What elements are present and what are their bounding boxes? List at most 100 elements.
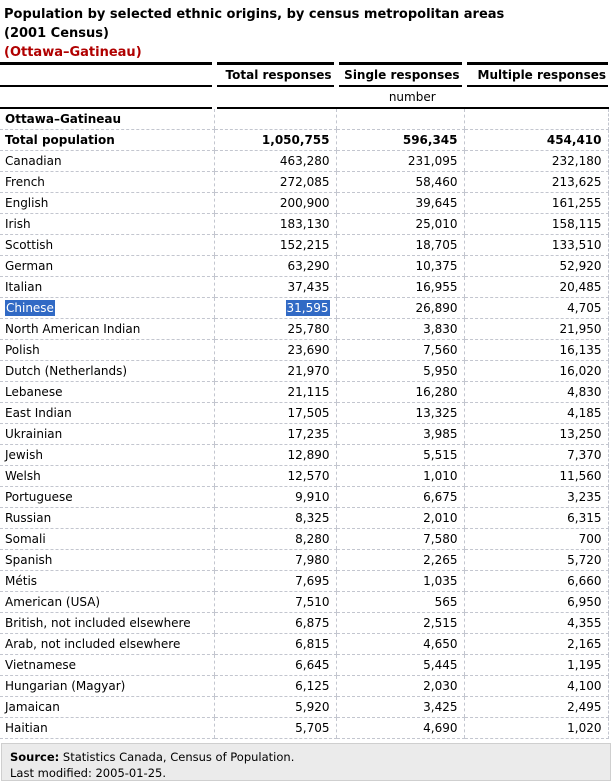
total-value: 200,900 [279, 196, 330, 210]
row-label-cell: Haitian [0, 717, 214, 739]
row-label-cell: Italian [0, 276, 214, 298]
row-label: English [5, 196, 49, 210]
table-row: Total population 1,050,755 596,345 454,410 [0, 129, 609, 151]
table-row: Canadian 463,280 231,095 232,180 [0, 150, 609, 172]
row-label: Somali [5, 532, 46, 546]
row-label: Irish [5, 217, 31, 231]
multiple-responses-cell: 1,195 [463, 654, 609, 676]
row-label: Polish [5, 343, 40, 357]
row-label: Ottawa–Gatineau [5, 112, 122, 126]
table-row: Russian 8,325 2,010 6,315 [0, 507, 609, 529]
row-label-cell: Russian [0, 507, 214, 529]
row-label-cell: French [0, 171, 214, 193]
total-value: 8,280 [295, 532, 330, 546]
single-responses-cell [335, 108, 464, 130]
multiple-value: 6,315 [567, 511, 602, 525]
multiple-responses-cell: 21,950 [463, 318, 609, 340]
single-responses-cell: 1,035 [335, 570, 464, 592]
single-responses-cell: 5,445 [335, 654, 464, 676]
total-value: 7,980 [295, 553, 330, 567]
total-value: 12,570 [287, 469, 330, 483]
total-responses-cell: 8,280 [213, 528, 336, 550]
total-value: 152,215 [279, 238, 330, 252]
total-responses-cell: 6,875 [213, 612, 336, 634]
total-value: 12,890 [287, 448, 330, 462]
source-footer: Source: Statistics Canada, Census of Pop… [1, 743, 611, 781]
table-row: French 272,085 58,460 213,625 [0, 171, 609, 193]
row-label-cell: East Indian [0, 402, 214, 424]
total-value: 17,505 [287, 406, 330, 420]
row-label-cell: Spanish [0, 549, 214, 571]
row-label: Dutch (Netherlands) [5, 364, 128, 378]
row-label-cell: Métis [0, 570, 214, 592]
multiple-responses-cell [463, 108, 609, 130]
single-value: 2,265 [423, 553, 458, 567]
page-title-line2: (2001 Census) [4, 26, 109, 41]
single-value: 3,985 [423, 427, 458, 441]
row-label: American (USA) [5, 595, 101, 609]
total-value: 5,705 [295, 721, 330, 735]
total-value: 7,695 [295, 574, 330, 588]
row-label-cell: English [0, 192, 214, 214]
table-row: English 200,900 39,645 161,255 [0, 192, 609, 214]
row-label: Welsh [5, 469, 41, 483]
single-value: 4,650 [423, 637, 458, 651]
total-responses-cell: 7,695 [213, 570, 336, 592]
single-responses-cell: 13,325 [335, 402, 464, 424]
total-responses-cell: 7,510 [213, 591, 336, 613]
total-responses-cell: 17,505 [213, 402, 336, 424]
single-value: 10,375 [415, 259, 458, 273]
single-responses-cell: 39,645 [335, 192, 464, 214]
total-responses-cell: 152,215 [213, 234, 336, 256]
single-value: 5,515 [423, 448, 458, 462]
single-responses-cell: 6,675 [335, 486, 464, 508]
multiple-responses-cell: 454,410 [463, 129, 609, 151]
single-responses-cell: 3,985 [335, 423, 464, 445]
single-responses-cell: 58,460 [335, 171, 464, 193]
row-label-cell: Lebanese [0, 381, 214, 403]
single-value: 1,035 [423, 574, 458, 588]
total-value: 25,780 [287, 322, 330, 336]
total-responses-cell: 31,595 [213, 297, 336, 319]
total-value: 183,130 [279, 217, 330, 231]
row-label-cell: Ukrainian [0, 423, 214, 445]
single-responses-cell: 231,095 [335, 150, 464, 172]
row-label-cell: Canadian [0, 150, 214, 172]
single-responses-cell: 4,650 [335, 633, 464, 655]
row-label-cell: Chinese [0, 297, 214, 319]
multiple-responses-cell: 213,625 [463, 171, 609, 193]
multiple-value: 6,660 [567, 574, 602, 588]
row-label: Jamaican [5, 700, 60, 714]
total-responses-cell: 12,570 [213, 465, 336, 487]
table-row: Lebanese 21,115 16,280 4,830 [0, 381, 609, 403]
total-responses-cell: 8,325 [213, 507, 336, 529]
source-text: Statistics Canada, Census of Population. [59, 750, 295, 764]
table-row: British, not included elsewhere 6,875 2,51… [0, 612, 609, 634]
total-value: 8,325 [295, 511, 330, 525]
single-value: 7,580 [423, 532, 458, 546]
total-responses-cell: 6,815 [213, 633, 336, 655]
total-value: 23,690 [287, 343, 330, 357]
multiple-responses-cell: 11,560 [463, 465, 609, 487]
total-responses-cell: 6,125 [213, 675, 336, 697]
row-label: Jewish [5, 448, 43, 462]
single-value: 26,890 [415, 301, 458, 315]
multiple-value: 4,185 [567, 406, 602, 420]
column-header-row: Total responses Single responses Multipl… [0, 63, 608, 87]
row-label: Spanish [5, 553, 53, 567]
table-row: Vietnamese 6,645 5,445 1,195 [0, 654, 609, 676]
last-modified-line: Last modified: 2005-01-25. [10, 766, 166, 780]
total-responses-cell: 200,900 [213, 192, 336, 214]
row-label-cell: Scottish [0, 234, 214, 256]
table-row: Dutch (Netherlands) 21,970 5,950 16,020 [0, 360, 609, 382]
row-label-cell: Hungarian (Magyar) [0, 675, 214, 697]
row-label-cell: Jewish [0, 444, 214, 466]
single-responses-cell: 4,690 [335, 717, 464, 739]
table-row: Irish 183,130 25,010 158,115 [0, 213, 609, 235]
total-responses-cell: 21,115 [213, 381, 336, 403]
row-label-cell: Irish [0, 213, 214, 235]
row-label: French [5, 175, 45, 189]
multiple-value: 13,250 [559, 427, 602, 441]
single-value: 231,095 [407, 154, 458, 168]
